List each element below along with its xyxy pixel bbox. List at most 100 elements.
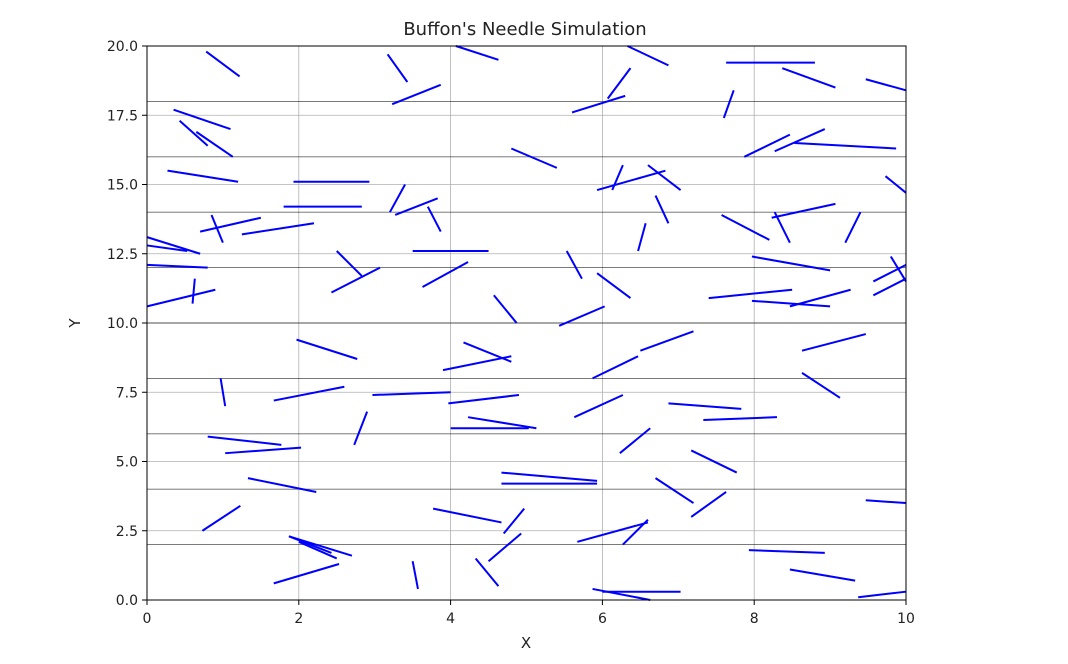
needle: [771, 202, 836, 219]
needle: [703, 416, 778, 421]
needle: [619, 427, 651, 454]
needle: [225, 446, 302, 455]
needle: [708, 288, 793, 300]
y-tick-label: 17.5: [107, 108, 138, 124]
y-tick-label: 12.5: [107, 247, 138, 263]
needle: [751, 255, 831, 272]
needle: [721, 214, 770, 241]
x-tick-label: 8: [750, 611, 759, 627]
needle: [596, 169, 666, 192]
needle: [205, 50, 241, 78]
y-tick-label: 20.0: [107, 39, 138, 55]
needle: [773, 211, 791, 244]
needle: [463, 341, 512, 363]
needle: [558, 305, 606, 327]
y-axis-ticks: 0.0 2.5 5.0 7.5 10.0 12.5 15.0 17.5 20.0: [107, 39, 147, 609]
needle: [872, 277, 907, 297]
needle: [751, 299, 831, 308]
needle: [273, 385, 345, 402]
needle: [426, 206, 442, 233]
needle: [781, 67, 836, 89]
needle: [565, 250, 583, 280]
needle: [872, 263, 907, 283]
needle: [394, 197, 439, 216]
needle: [173, 108, 231, 131]
needle: [455, 45, 499, 61]
needle: [743, 133, 791, 158]
y-axis-label: Y: [66, 318, 84, 329]
needle: [432, 507, 502, 524]
needle: [442, 355, 512, 372]
needle: [510, 147, 558, 169]
needle: [654, 195, 670, 224]
needle: [637, 223, 647, 252]
needle: [296, 338, 358, 360]
needle: [748, 549, 825, 554]
needle: [336, 250, 363, 277]
needle: [493, 294, 518, 324]
y-tick-label: 15.0: [107, 178, 138, 194]
needle: [210, 214, 224, 244]
needle: [647, 164, 682, 191]
needle: [801, 333, 867, 352]
needle: [654, 477, 695, 504]
needle: [592, 355, 639, 380]
needle: [573, 394, 624, 419]
needle: [288, 535, 353, 557]
needle: [330, 266, 381, 294]
needle: [627, 45, 669, 67]
needle: [501, 471, 598, 482]
needle: [273, 563, 340, 585]
needle: [389, 184, 406, 213]
needle: [571, 94, 626, 114]
needle: [241, 222, 315, 236]
needle: [884, 175, 907, 194]
needle: [146, 236, 201, 255]
needle: [690, 491, 727, 518]
needle: [353, 411, 369, 446]
needle: [592, 587, 651, 601]
needle: [789, 288, 851, 308]
needle: [487, 532, 522, 562]
needle: [386, 53, 409, 83]
needle: [448, 394, 520, 405]
needle: [789, 568, 856, 582]
x-tick-label: 10: [897, 611, 915, 627]
needles: [146, 45, 907, 601]
needle: [247, 477, 317, 493]
x-tick-label: 0: [143, 611, 152, 627]
needle: [474, 557, 500, 587]
needle: [622, 518, 649, 546]
needle: [422, 261, 469, 288]
needle: [219, 378, 227, 407]
x-tick-label: 6: [598, 611, 607, 627]
needle: [199, 216, 262, 233]
needle: [865, 499, 907, 505]
y-tick-label: 0.0: [116, 593, 138, 609]
needle: [774, 128, 826, 153]
x-axis-ticks: 0 2 4 6 8 10: [143, 600, 915, 627]
chart-title: Buffon's Needle Simulation: [403, 19, 646, 40]
needle: [690, 449, 738, 474]
needle: [298, 540, 338, 560]
x-tick-label: 2: [294, 611, 303, 627]
needle: [844, 211, 862, 244]
needle: [146, 263, 208, 269]
needle: [502, 507, 525, 535]
needle: [606, 67, 632, 100]
x-axis-label: X: [521, 634, 531, 652]
needle: [640, 330, 694, 352]
needle: [858, 590, 907, 599]
needle: [195, 131, 234, 158]
needle: [668, 402, 742, 410]
reference-lines: [147, 100, 906, 546]
needle: [178, 120, 209, 147]
needle: [146, 244, 188, 252]
needle: [577, 521, 649, 543]
needle: [372, 391, 451, 397]
needle: [167, 169, 239, 183]
needle: [191, 278, 196, 304]
y-tick-label: 2.5: [116, 524, 138, 540]
y-tick-label: 7.5: [116, 385, 138, 401]
